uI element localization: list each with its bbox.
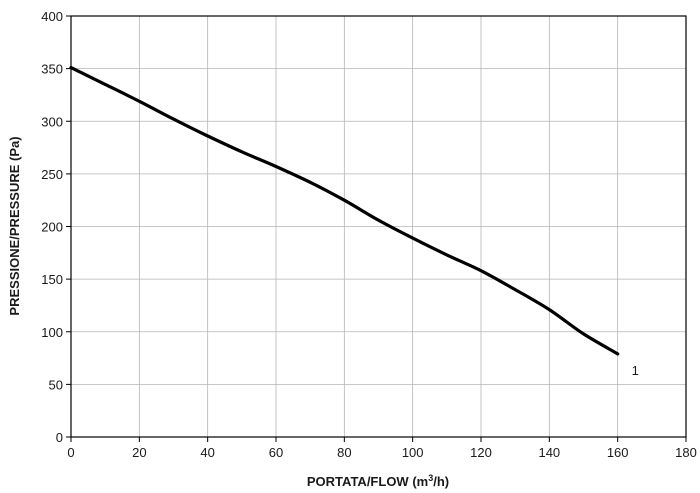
x-tick-label: 160 [607,445,629,460]
y-tick-label: 0 [56,430,63,445]
y-tick-label: 350 [41,62,63,77]
y-tick-label: 200 [41,220,63,235]
y-tick-label: 50 [49,377,63,392]
y-tick-label: 300 [41,114,63,129]
y-tick-label: 150 [41,272,63,287]
y-tick-label: 400 [41,9,63,24]
x-tick-label: 20 [132,445,146,460]
x-tick-label: 120 [470,445,492,460]
x-tick-label: 100 [402,445,424,460]
y-tick-label: 100 [41,325,63,340]
x-tick-label: 0 [67,445,74,460]
x-tick-label: 60 [269,445,283,460]
x-tick-label: 180 [675,445,697,460]
series-label: 1 [632,363,639,378]
x-axis-title-superscript: 3 [428,473,433,483]
y-axis-title: PRESSIONE/PRESSURE (Pa) [7,136,22,315]
x-tick-label: 40 [200,445,214,460]
series-layer: 1 [69,66,639,378]
x-tick-label: 80 [337,445,351,460]
grid-lines [71,16,686,437]
y-tick-label: 250 [41,167,63,182]
series-line-1 [69,66,620,356]
axis-ticks: 0 20 40 60 80 100 120 140 160 180 0 50 100 150 200 250 3… [41,9,697,460]
x-tick-label: 140 [538,445,560,460]
x-axis-title: PORTATA/FLOW (m3/h) [307,473,449,489]
